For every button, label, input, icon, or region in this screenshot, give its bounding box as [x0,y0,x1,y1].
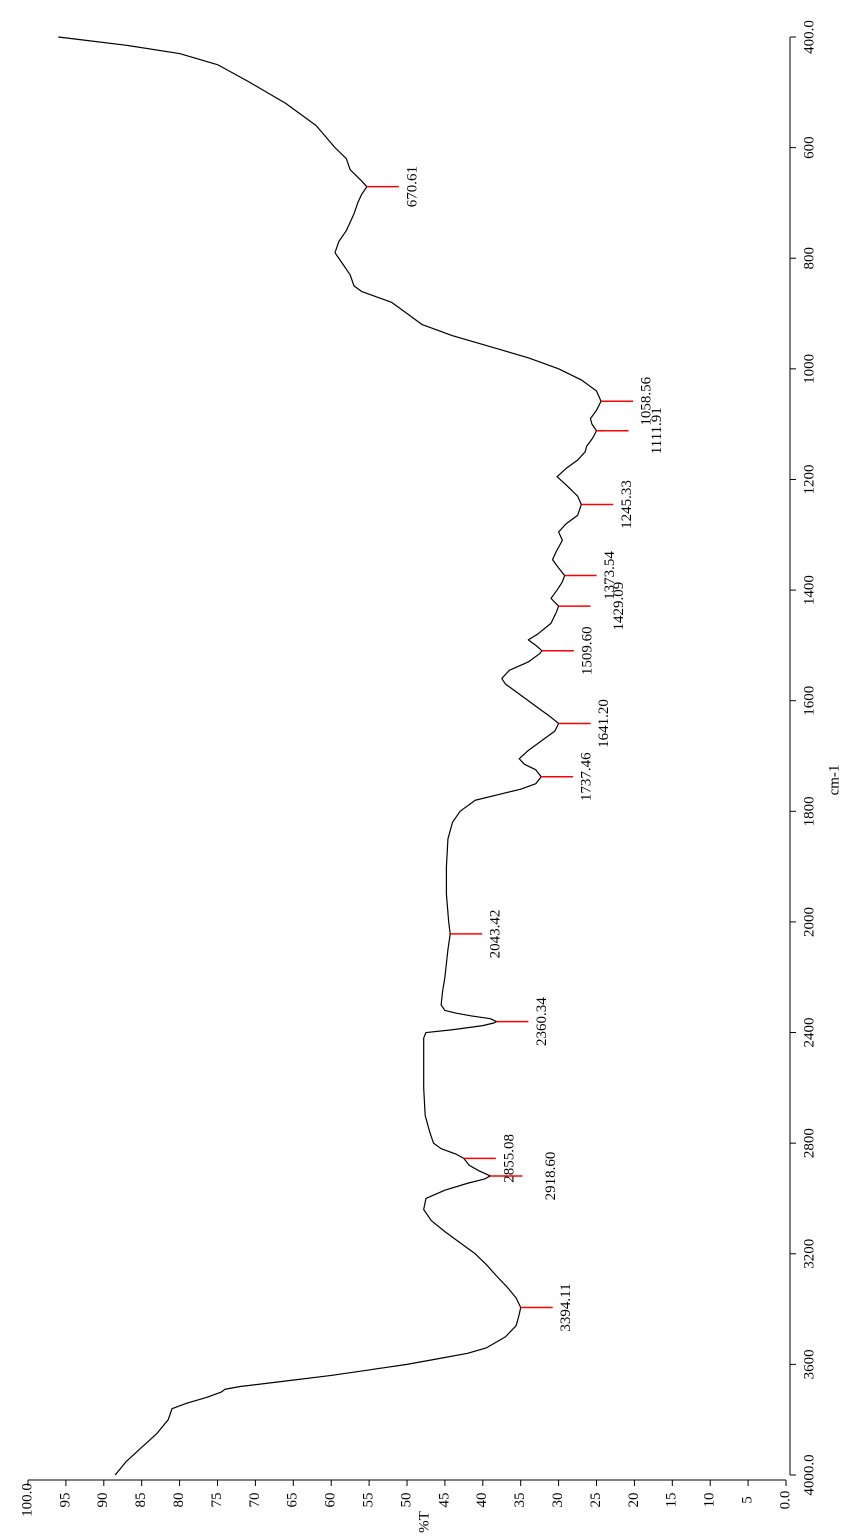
peak-label: 2043.42 [488,910,504,959]
y-tick-label: 80 [171,1493,187,1508]
x-tick-label: 2000 [801,907,817,937]
x-tick-label: 1600 [801,686,817,716]
y-tick-label: 55 [361,1493,377,1508]
peak-label: 1245.33 [619,480,635,529]
y-tick-label: 15 [664,1493,680,1508]
y-tick-label: 50 [398,1493,414,1508]
x-tick-label: 1200 [801,464,817,494]
x-tick-label: 3600 [801,1349,817,1379]
x-tick-label: 1000 [801,354,817,384]
x-tick-label: 800 [801,247,817,270]
y-tick-label: 40 [474,1493,490,1508]
x-tick-label: 2400 [801,1018,817,1048]
spectrum-line [58,36,602,1476]
x-tick-label: 600 [801,136,817,159]
peak-label: 670.61 [404,166,420,207]
peak-label: 2360.34 [534,997,550,1046]
peak-label: 1641.20 [596,699,612,748]
y-tick-label: 70 [247,1493,263,1508]
peak-label: 1509.60 [579,626,595,675]
x-tick-label: 2800 [801,1128,817,1158]
y-tick-label: 65 [285,1493,301,1508]
peak-label: 3394.11 [558,1283,574,1331]
peak-label: 2855.08 [501,1134,517,1183]
peak-label: 1058.56 [638,376,654,425]
x-axis-label: cm-1 [826,765,842,796]
y-tick-label: 0.0 [777,1491,793,1510]
y-tick-label: 5 [740,1496,756,1504]
y-tick-label: 85 [133,1493,149,1508]
x-tick-label: 1400 [801,575,817,605]
y-tick-label: 30 [550,1493,566,1508]
y-axis-label: %T [416,1511,432,1533]
peak-label: 1429.09 [611,582,627,631]
y-tick-label: 75 [209,1493,225,1508]
y-tick-label: 95 [57,1493,73,1508]
peak-label: 1737.46 [579,752,595,801]
y-tick-label: 10 [702,1493,718,1508]
y-tick-label: 45 [436,1493,452,1508]
y-tick-label: 25 [588,1493,604,1508]
x-tick-label: 1800 [801,796,817,826]
x-tick-label: 4000.0 [801,1454,817,1495]
rotated-plot: cm-1 %T 4000.0 3600 3200 2800 2400 2000 1800 16… [19,20,842,1533]
peak-label: 1373.54 [602,551,618,600]
y-tick-label: 20 [626,1493,642,1508]
y-tick-label: 100.0 [19,1483,35,1517]
y-tick-label: 60 [323,1493,339,1508]
y-tick-label: 90 [95,1493,111,1508]
x-tick-label: 3200 [801,1239,817,1269]
peak-label: 2918.60 [543,1152,559,1201]
y-tick-label: 35 [512,1493,528,1508]
x-tick-label: 400.0 [801,20,817,54]
peak-label: 1111.91 [649,407,665,454]
